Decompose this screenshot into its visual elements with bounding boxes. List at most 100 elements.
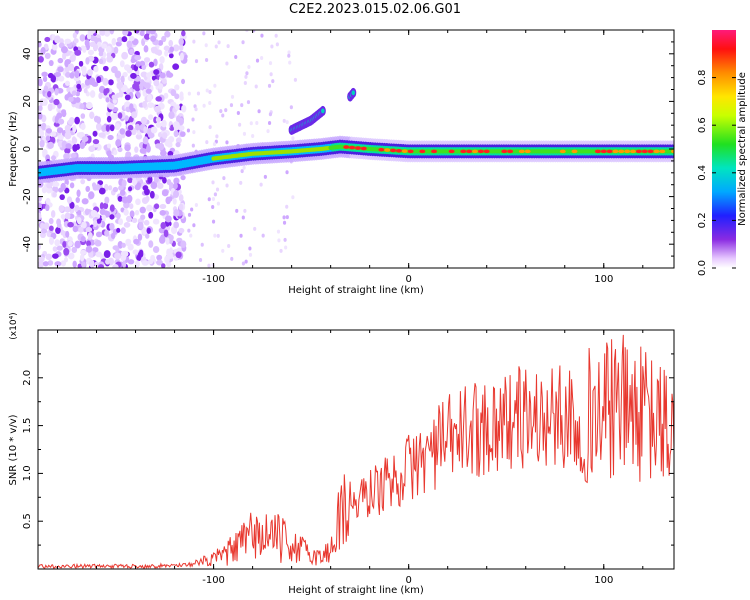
- heatmap-noise-point: [38, 88, 43, 95]
- heatmap-noise-point: [67, 221, 74, 228]
- heatmap-trace-peak: [407, 149, 414, 154]
- heatmap-noise-point: [175, 141, 181, 148]
- heatmap-noise-point: [163, 45, 170, 51]
- heatmap-noise-point: [158, 83, 164, 90]
- heatmap-noise-point: [291, 195, 295, 200]
- heatmap-noise-point: [107, 103, 115, 110]
- heatmap-noise-point: [48, 236, 54, 245]
- heatmap-trace-peak: [401, 149, 408, 153]
- heatmap-trace-peak: [571, 149, 578, 154]
- heatmap-noise-point: [157, 142, 165, 151]
- y-tick-label: -20: [22, 188, 33, 204]
- heatmap-noise-point: [222, 176, 226, 181]
- heatmap-noise-point: [121, 196, 129, 204]
- heatmap-noise-point: [54, 35, 61, 44]
- heatmap-noise-point: [134, 84, 141, 92]
- heatmap-noise-point: [156, 259, 163, 266]
- heatmap-noise-point: [149, 190, 155, 199]
- heatmap-noise-point: [94, 261, 99, 267]
- heatmap-noise-point: [101, 214, 107, 220]
- heatmap-noise-point: [179, 52, 184, 61]
- heatmap-noise-point: [153, 203, 160, 210]
- heatmap-trace-peak: [618, 149, 625, 154]
- heatmap-noise-point: [60, 214, 66, 220]
- heatmap-noise-point: [60, 260, 67, 267]
- heatmap-noise-point: [129, 103, 134, 111]
- heatmap-noise-point: [66, 196, 73, 204]
- heatmap-noise-point: [50, 131, 57, 137]
- heatmap-noise-point: [139, 206, 146, 214]
- heatmap-noise-point: [173, 221, 180, 229]
- heatmap-noise-point: [141, 260, 149, 266]
- heatmap-x-axis-label: Height of straight line (km): [288, 285, 424, 296]
- heatmap-noise-point: [133, 238, 140, 245]
- heatmap-noise-point: [92, 184, 99, 191]
- heatmap-noise-point: [76, 83, 82, 90]
- heatmap-trace-peak: [653, 149, 660, 154]
- heatmap-noise-point: [60, 182, 66, 191]
- heatmap-noise-point: [164, 215, 172, 223]
- heatmap-noise-point: [134, 146, 139, 153]
- heatmap-noise-point: [38, 260, 44, 268]
- heatmap-noise-point: [251, 133, 255, 138]
- heatmap-noise-point: [108, 79, 114, 86]
- heatmap-noise-point: [180, 240, 187, 248]
- heatmap-noise-point: [156, 254, 163, 261]
- heatmap-noise-point: [105, 97, 110, 103]
- heatmap-noise-point: [257, 109, 261, 114]
- heatmap-noise-point: [104, 196, 110, 204]
- heatmap-trace-peak: [600, 149, 607, 154]
- heatmap-noise-point: [45, 128, 53, 134]
- heatmap-noise-point: [126, 40, 133, 49]
- heatmap-noise-point: [104, 229, 110, 237]
- heatmap-noise-point: [164, 30, 171, 38]
- heatmap-noise-point: [168, 111, 175, 119]
- heatmap-noise-point: [175, 251, 182, 259]
- heatmap-noise-point: [56, 245, 63, 251]
- heatmap-noise-point: [174, 84, 180, 91]
- heatmap-noise-point: [117, 146, 123, 153]
- heatmap-noise-point: [136, 92, 141, 99]
- heatmap-noise-point: [212, 142, 217, 147]
- heatmap-noise-point: [74, 70, 80, 79]
- heatmap-noise-point: [283, 237, 287, 242]
- heatmap-noise-point: [175, 104, 180, 111]
- heatmap-noise-point: [51, 43, 58, 51]
- heatmap-trace-peak: [343, 145, 350, 149]
- heatmap-noise-point: [139, 83, 144, 91]
- heatmap-noise-point: [179, 91, 184, 99]
- heatmap-noise-point: [285, 170, 289, 175]
- heatmap-noise-point: [88, 145, 96, 152]
- heatmap-noise-point: [119, 128, 126, 135]
- colorbar-tick-label: 0.0: [697, 260, 708, 276]
- heatmap-y-axis-label: Frequency (Hz): [8, 111, 19, 187]
- heatmap-noise-point: [168, 39, 174, 47]
- heatmap-noise-point: [113, 149, 118, 156]
- heatmap-noise-point: [157, 40, 164, 46]
- heatmap-noise-point: [96, 76, 102, 84]
- heatmap-noise-point: [245, 30, 249, 33]
- colorbar-tick-label: 0.8: [697, 70, 708, 86]
- heatmap-noise-point: [109, 30, 115, 35]
- heatmap-trace-peak: [606, 149, 613, 154]
- heatmap-noise-point: [162, 177, 167, 184]
- heatmap-noise-point: [134, 210, 140, 216]
- heatmap-trace-peak: [659, 149, 666, 154]
- heatmap-noise-point: [239, 233, 243, 238]
- heatmap-noise-point: [243, 208, 247, 213]
- heatmap-noise-point: [172, 121, 180, 129]
- heatmap-trace-peak: [624, 149, 631, 154]
- heatmap-noise-point: [123, 208, 129, 216]
- heatmap-noise-point: [46, 182, 53, 189]
- heatmap-noise-point: [125, 215, 132, 223]
- heatmap-noise-point: [254, 84, 258, 89]
- heatmap-noise-point: [191, 143, 195, 148]
- heatmap-noise-point: [158, 235, 166, 244]
- heatmap-noise-point: [173, 44, 180, 52]
- heatmap-noise-point: [124, 144, 131, 152]
- heatmap-noise-point: [243, 81, 247, 86]
- heatmap-noise-point: [255, 121, 259, 126]
- heatmap-noise-point: [205, 140, 209, 145]
- heatmap-noise-point: [154, 105, 161, 113]
- heatmap-noise-point: [67, 119, 74, 125]
